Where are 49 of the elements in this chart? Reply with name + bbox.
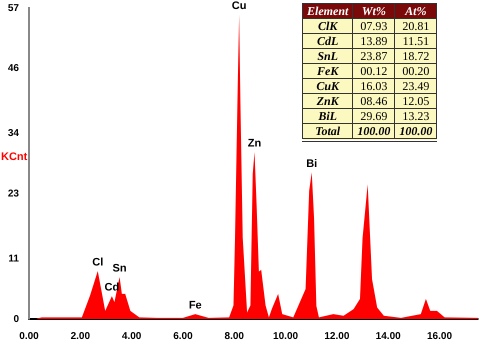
x-tick-label: 8.00: [224, 330, 244, 342]
annotation: CdL: [302, 34, 353, 48]
annotation: CuK: [302, 78, 353, 94]
y-tick-label: 57: [8, 2, 20, 14]
annotation: BiL: [302, 108, 353, 124]
annotation: 08.46: [352, 94, 395, 108]
annotation: 23.87: [352, 48, 395, 64]
annotation: Fe: [188, 300, 202, 312]
x-tick-label: 2.00: [70, 330, 90, 342]
annotation: 12.05: [394, 94, 437, 108]
annotation: 11.51: [394, 34, 437, 48]
annotation: Zn: [248, 138, 262, 150]
y-axis-title: KCnt: [1, 151, 28, 164]
annotation: Element: [302, 4, 353, 18]
annotation: 00.12: [352, 64, 395, 78]
annotation: 00.20: [394, 64, 437, 78]
x-tick-label: 12.00: [324, 330, 350, 342]
annotation: Total: [302, 124, 353, 140]
x-tick-label: 0.00: [19, 330, 40, 342]
y-tick-label: 46: [8, 62, 20, 74]
annotation: 100.00: [352, 124, 395, 140]
annotation: 23.49: [394, 78, 437, 94]
annotation: 13.89: [352, 34, 395, 48]
annotation: 13.23: [394, 108, 437, 124]
x-tick-label: 14.00: [376, 330, 402, 342]
annotation: Cu: [232, 0, 246, 12]
y-tick-label: 0: [13, 314, 20, 325]
annotation: FeK: [302, 64, 353, 78]
annotation: 100.00: [394, 124, 437, 140]
annotation: ClK: [302, 18, 353, 34]
x-tick-label: 6.00: [173, 330, 194, 342]
y-tick-label: 34: [8, 128, 20, 140]
x-tick-label: 4.00: [122, 330, 142, 342]
y-tick-label: 11: [8, 254, 20, 265]
annotation: Cl: [92, 256, 104, 269]
annotation: 18.72: [394, 48, 437, 64]
x-tick-label: 10.00: [273, 330, 299, 342]
annotation: ZnK: [302, 94, 353, 108]
x-tick-label: 16.00: [427, 330, 452, 342]
annotation: SnL: [302, 48, 353, 64]
annotation: 07.93: [352, 18, 395, 34]
annotation: At%: [394, 4, 437, 18]
annotation: Wt%: [352, 4, 395, 18]
annotation: 29.69: [352, 108, 395, 124]
annotation: Bi: [306, 158, 318, 170]
annotation: 16.03: [352, 78, 395, 94]
annotation: 20.81: [394, 18, 437, 34]
annotation: Sn: [112, 262, 127, 275]
y-tick-label: 23: [8, 188, 20, 200]
